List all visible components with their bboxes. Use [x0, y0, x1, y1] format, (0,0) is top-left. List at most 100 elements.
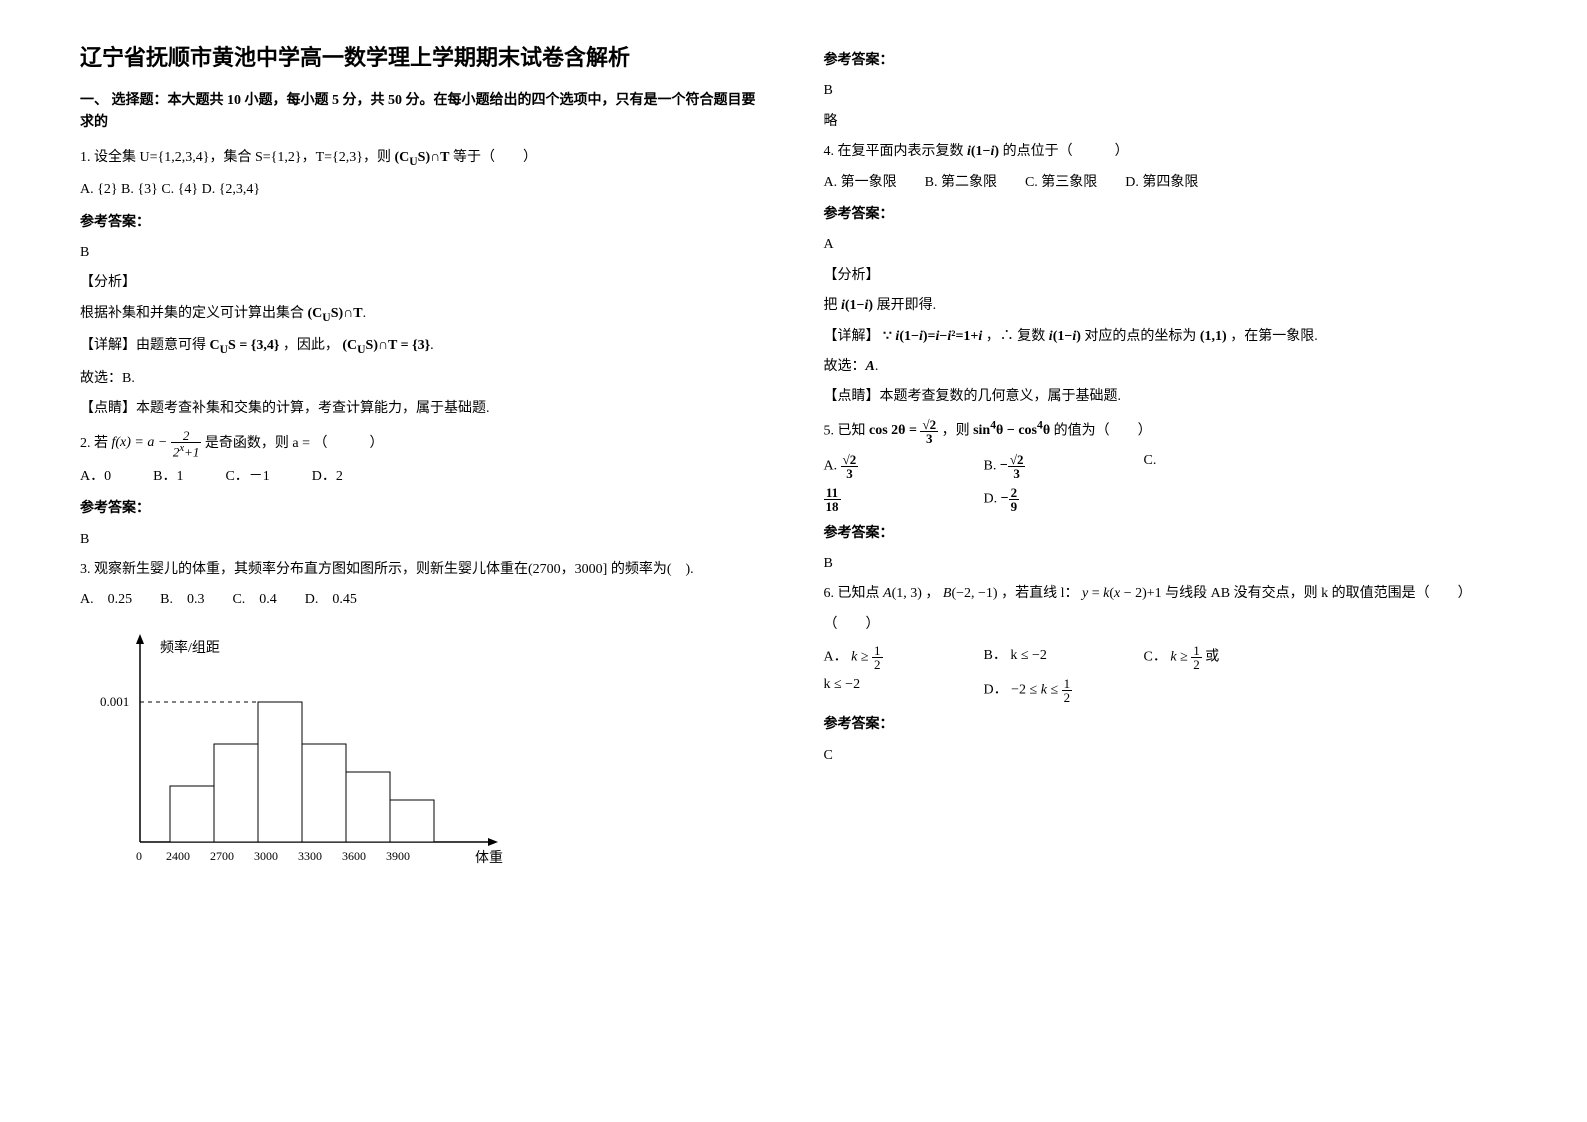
- q5-optB-label: B.: [984, 458, 997, 473]
- chart-ylabel: 频率/组距: [160, 639, 220, 656]
- q2-answer-label: 参考答案：: [80, 498, 764, 520]
- q1-detail-label: 【详解】由题意可得: [80, 338, 206, 353]
- q1-conclude: 故选：B.: [80, 368, 764, 390]
- q5-optB: B. −√23: [984, 453, 1064, 480]
- q4-analysis-pre: 把: [824, 298, 838, 313]
- q5-answer-label: 参考答案：: [824, 523, 1508, 545]
- q6-options-row1: A． k ≥ 12 B． k ≤ −2 C． k ≥ 12 或: [824, 644, 1508, 671]
- q4-answer-label: 参考答案：: [824, 204, 1508, 226]
- q2-stem: 2. 若 f(x) = a − 22x+1 是奇函数，则 a = （ ）: [80, 429, 764, 458]
- q4-stem: 4. 在复平面内表示复数 i(1−i) 的点位于（ ）: [824, 141, 1508, 163]
- q5-stem: 5. 已知 cos 2θ = √23 ，则 sin4θ − cos4θ 的值为（…: [824, 417, 1508, 445]
- q5-stem-post: 的值为（ ）: [1054, 423, 1152, 438]
- q6-optA-label: A．: [824, 650, 848, 665]
- q6-optC-extra: k ≤ −2: [824, 677, 904, 704]
- q6-stem-pre: 6. 已知点: [824, 586, 880, 601]
- q1-tip: 【点睛】本题考查补集和交集的计算，考查计算能力，属于基础题.: [80, 398, 764, 420]
- q1-detail: 【详解】由题意可得 CUS = {3,4} ，因此， (CUS)∩T = {3}…: [80, 335, 764, 359]
- q4-analysis-expr: i(1−i): [841, 298, 873, 313]
- q1-answer: B: [80, 242, 764, 264]
- q5-stem-pre: 5. 已知: [824, 423, 866, 438]
- q3-options: A. 0.25 B. 0.3 C. 0.4 D. 0.45: [80, 589, 764, 611]
- left-column: 辽宁省抚顺市黄池中学高一数学理上学期期末试卷含解析 一、 选择题：本大题共 10…: [80, 40, 764, 882]
- q6-stem: 6. 已知点 A(1, 3) ， B(−2, −1) ，若直线 l： y = k…: [824, 583, 1508, 605]
- q6-optB-expr: k ≤ −2: [1010, 648, 1047, 663]
- q5-given: cos 2θ = √23: [869, 423, 938, 438]
- q3-answer-label: 参考答案：: [824, 50, 1508, 72]
- right-column: 参考答案： B 略 4. 在复平面内表示复数 i(1−i) 的点位于（ ） A.…: [824, 40, 1508, 882]
- q1-analysis-text: 根据补集和并集的定义可计算出集合: [80, 306, 304, 321]
- q6-optC-label: C．: [1144, 650, 1167, 665]
- q4-expr: i(1−i): [967, 144, 999, 159]
- q5-target: sin4θ − cos4θ: [973, 423, 1050, 438]
- q1-stem-pre: 1. 设全集 U={1,2,3,4}，集合 S={1,2}，T={2,3}，则: [80, 150, 391, 165]
- svg-text:3900: 3900: [386, 849, 410, 863]
- svg-text:0: 0: [136, 849, 142, 863]
- q4-answer: A: [824, 234, 1508, 256]
- q6-optB: B． k ≤ −2: [984, 644, 1064, 671]
- q4-tip: 【点睛】本题考查复数的几何意义，属于基础题.: [824, 386, 1508, 408]
- q2-answer: B: [80, 529, 764, 551]
- q3-note: 略: [824, 111, 1508, 133]
- q5-stem-mid: ，则: [942, 423, 970, 438]
- q4-analysis-label: 【分析】: [824, 265, 1508, 287]
- q6-stem-post: 与线段 AB 没有交点，则 k 的取值范围是（ ）: [1165, 586, 1471, 601]
- q4-analysis: 把 i(1−i) 展开即得.: [824, 295, 1508, 317]
- q5-optC: C.: [1144, 453, 1224, 480]
- q6-optD-extra-expr: k ≤ −2: [824, 677, 861, 692]
- q6-ptA: A(1, 3): [883, 586, 922, 601]
- q6-paren: （ ）: [824, 614, 1508, 636]
- q6-mid1: ，: [925, 586, 939, 601]
- q5-optA-label: A.: [824, 458, 838, 473]
- q6-optC-post: 或: [1205, 650, 1219, 665]
- q5-answer: B: [824, 553, 1508, 575]
- q6-optD: D． −2 ≤ k ≤ 12: [984, 677, 1073, 704]
- q5-optC-val: 1118: [824, 486, 904, 513]
- q5-options-row2: 1118 D. −29: [824, 486, 1508, 513]
- q1-detail-mid: ，因此，: [283, 338, 339, 353]
- svg-text:2700: 2700: [210, 849, 234, 863]
- q1-analysis: 根据补集和并集的定义可计算出集合 (CUS)∩T.: [80, 303, 764, 327]
- q6-answer: C: [824, 745, 1508, 767]
- q4-options: A. 第一象限 B. 第二象限 C. 第三象限 D. 第四象限: [824, 172, 1508, 194]
- q4-stem-post: 的点位于（ ）: [1003, 144, 1129, 159]
- q6-line: y = k(x − 2)+1: [1082, 586, 1162, 601]
- chart-yval: 0.001: [100, 694, 129, 709]
- q4-stem-pre: 4. 在复平面内表示复数: [824, 144, 964, 159]
- q6-optC: C． k ≥ 12 或: [1144, 644, 1224, 671]
- svg-text:2400: 2400: [166, 849, 190, 863]
- q2-stem-pre: 2. 若: [80, 435, 108, 450]
- q3-answer: B: [824, 80, 1508, 102]
- svg-text:3600: 3600: [342, 849, 366, 863]
- q1-answer-label: 参考答案：: [80, 212, 764, 234]
- svg-text:3300: 3300: [298, 849, 322, 863]
- q1-analysis-label: 【分析】: [80, 272, 764, 294]
- q4-detail-mid: ，∴ 复数: [986, 329, 1046, 344]
- q1-options: A. {2} B. {3} C. {4} D. {2,3,4}: [80, 179, 764, 201]
- q6-optB-label: B．: [984, 648, 1007, 663]
- q5-options-row1: A. √23 B. −√23 C.: [824, 453, 1508, 480]
- q1-detail-expr2: (CUS)∩T = {3}: [342, 338, 430, 353]
- page-title: 辽宁省抚顺市黄池中学高一数学理上学期期末试卷含解析: [80, 40, 764, 72]
- q6-optD-label: D．: [984, 683, 1008, 698]
- q3-stem: 3. 观察新生婴儿的体重，其频率分布直方图如图所示，则新生婴儿体重在(2700，…: [80, 559, 764, 581]
- q4-detail-label: 【详解】: [824, 329, 880, 344]
- q4-analysis-post: 展开即得.: [877, 298, 937, 313]
- q5-optD: D. −29: [984, 486, 1064, 513]
- chart-xlabel: 体重: [475, 850, 503, 866]
- q6-optA: A． k ≥ 12: [824, 644, 904, 671]
- q4-detail: 【详解】 ∵ i(1−i)=i−i²=1+i ，∴ 复数 i(1−i) 对应的点…: [824, 326, 1508, 348]
- section-heading: 一、 选择题：本大题共 10 小题，每小题 5 分，共 50 分。在每小题给出的…: [80, 90, 764, 135]
- q1-stem: 1. 设全集 U={1,2,3,4}，集合 S={1,2}，T={2,3}，则 …: [80, 147, 764, 171]
- q6-mid2: ，若直线 l：: [1001, 586, 1078, 601]
- q1-stem-post: 等于（ ）: [453, 150, 537, 165]
- q4-detail-post: 对应的点的坐标为: [1084, 329, 1196, 344]
- q4-conclude: 故选：A.: [824, 356, 1508, 378]
- q2-expr: f(x) = a − 22x+1: [112, 435, 205, 450]
- q6-answer-label: 参考答案：: [824, 714, 1508, 736]
- q4-detail-end: ，在第一象限.: [1230, 329, 1318, 344]
- q4-detail-expr2: i(1−i): [1049, 329, 1081, 344]
- q5-optA: A. √23: [824, 453, 904, 480]
- q2-stem-post: 是奇函数，则 a = （ ）: [205, 435, 384, 450]
- q1-detail-expr1: CUS = {3,4}: [210, 338, 280, 353]
